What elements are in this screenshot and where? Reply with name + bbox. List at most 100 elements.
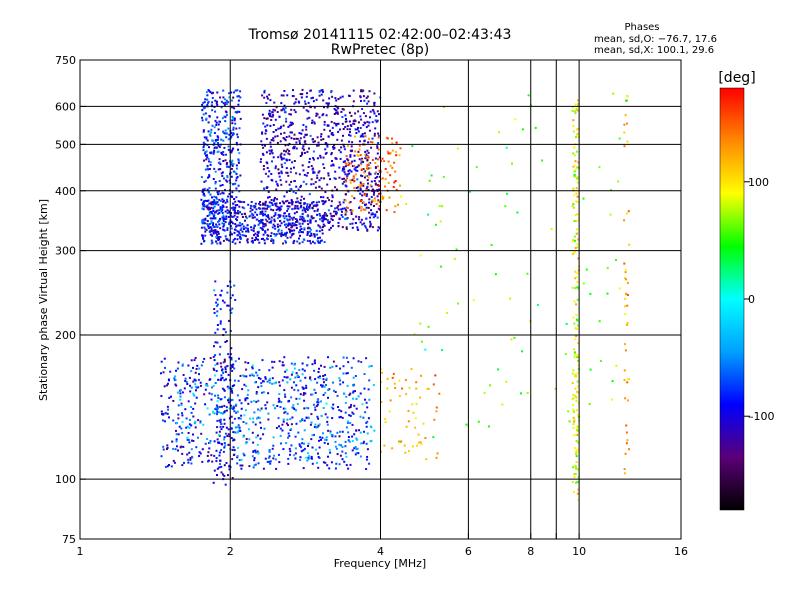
- data-point: [312, 216, 315, 219]
- data-point: [305, 406, 308, 409]
- data-point: [233, 367, 236, 370]
- data-point: [251, 208, 254, 211]
- data-point: [516, 211, 519, 214]
- data-point: [312, 170, 315, 173]
- data-point: [345, 356, 348, 359]
- data-point: [261, 212, 264, 215]
- data-point: [571, 481, 574, 484]
- data-point: [325, 102, 328, 105]
- data-point: [362, 135, 365, 138]
- data-point: [332, 146, 334, 148]
- data-point: [216, 138, 219, 141]
- data-point: [227, 433, 230, 436]
- data-point: [311, 121, 313, 124]
- data-point: [272, 240, 275, 243]
- data-point: [320, 414, 323, 417]
- data-point: [328, 449, 331, 451]
- data-point: [332, 381, 334, 384]
- data-point: [267, 418, 270, 421]
- data-point: [573, 375, 576, 378]
- data-point: [302, 393, 305, 396]
- data-point: [335, 365, 338, 368]
- y-tick-label: 200: [55, 329, 76, 342]
- data-point: [368, 462, 371, 465]
- data-point: [294, 376, 297, 379]
- data-point: [218, 198, 221, 201]
- data-point: [331, 365, 334, 368]
- data-point: [232, 439, 235, 442]
- data-point: [624, 297, 627, 300]
- data-point: [352, 391, 355, 394]
- data-point: [210, 151, 213, 154]
- data-point: [344, 217, 347, 220]
- data-point: [222, 160, 225, 162]
- data-point: [326, 106, 329, 109]
- data-point: [609, 213, 612, 216]
- data-point: [355, 448, 358, 451]
- data-point: [316, 209, 319, 212]
- data-point: [235, 179, 238, 182]
- data-point: [338, 201, 341, 204]
- data-point: [285, 200, 287, 203]
- data-point: [328, 97, 331, 100]
- data-point: [327, 442, 329, 445]
- data-point: [342, 381, 345, 384]
- data-point: [274, 212, 277, 214]
- data-point: [234, 111, 237, 114]
- data-point: [214, 408, 217, 411]
- data-point: [186, 438, 189, 441]
- data-point: [189, 458, 192, 461]
- data-point: [326, 219, 329, 222]
- data-point: [291, 225, 294, 228]
- data-point: [299, 420, 302, 423]
- data-point: [192, 407, 195, 410]
- data-point: [204, 442, 207, 445]
- data-point: [211, 212, 214, 215]
- data-point: [275, 129, 278, 132]
- data-point: [184, 408, 187, 411]
- data-point: [577, 499, 580, 502]
- data-point: [349, 154, 352, 157]
- data-point: [360, 169, 363, 171]
- data-point: [349, 149, 352, 152]
- data-point: [348, 406, 351, 409]
- data-point: [222, 225, 225, 228]
- data-point: [316, 157, 319, 160]
- data-point: [369, 173, 372, 176]
- data-point: [202, 149, 205, 152]
- data-point: [215, 305, 218, 308]
- data-point: [220, 471, 223, 474]
- data-point: [183, 461, 185, 464]
- data-point: [222, 219, 225, 222]
- data-point: [212, 385, 215, 387]
- data-point: [280, 132, 282, 135]
- data-point: [308, 161, 311, 164]
- data-point: [572, 152, 575, 155]
- data-point: [315, 405, 318, 408]
- data-point: [265, 117, 268, 120]
- data-point: [215, 200, 217, 203]
- data-point: [230, 91, 233, 94]
- data-point: [212, 367, 215, 370]
- data-point: [224, 235, 227, 238]
- data-point: [436, 452, 439, 455]
- data-point: [217, 394, 220, 397]
- data-point: [280, 232, 283, 234]
- data-point: [199, 420, 202, 423]
- data-point: [253, 234, 255, 237]
- data-point: [349, 131, 351, 134]
- data-point: [176, 422, 178, 424]
- data-point: [214, 119, 217, 122]
- data-point: [366, 155, 368, 158]
- data-point: [348, 120, 351, 123]
- data-point: [215, 457, 218, 460]
- data-point: [193, 422, 196, 425]
- data-point: [291, 122, 294, 125]
- data-point: [272, 404, 275, 407]
- data-point: [296, 374, 299, 377]
- data-point: [266, 204, 269, 207]
- data-point: [307, 110, 310, 113]
- data-point: [420, 442, 423, 445]
- data-point: [229, 367, 232, 370]
- data-point: [434, 374, 437, 377]
